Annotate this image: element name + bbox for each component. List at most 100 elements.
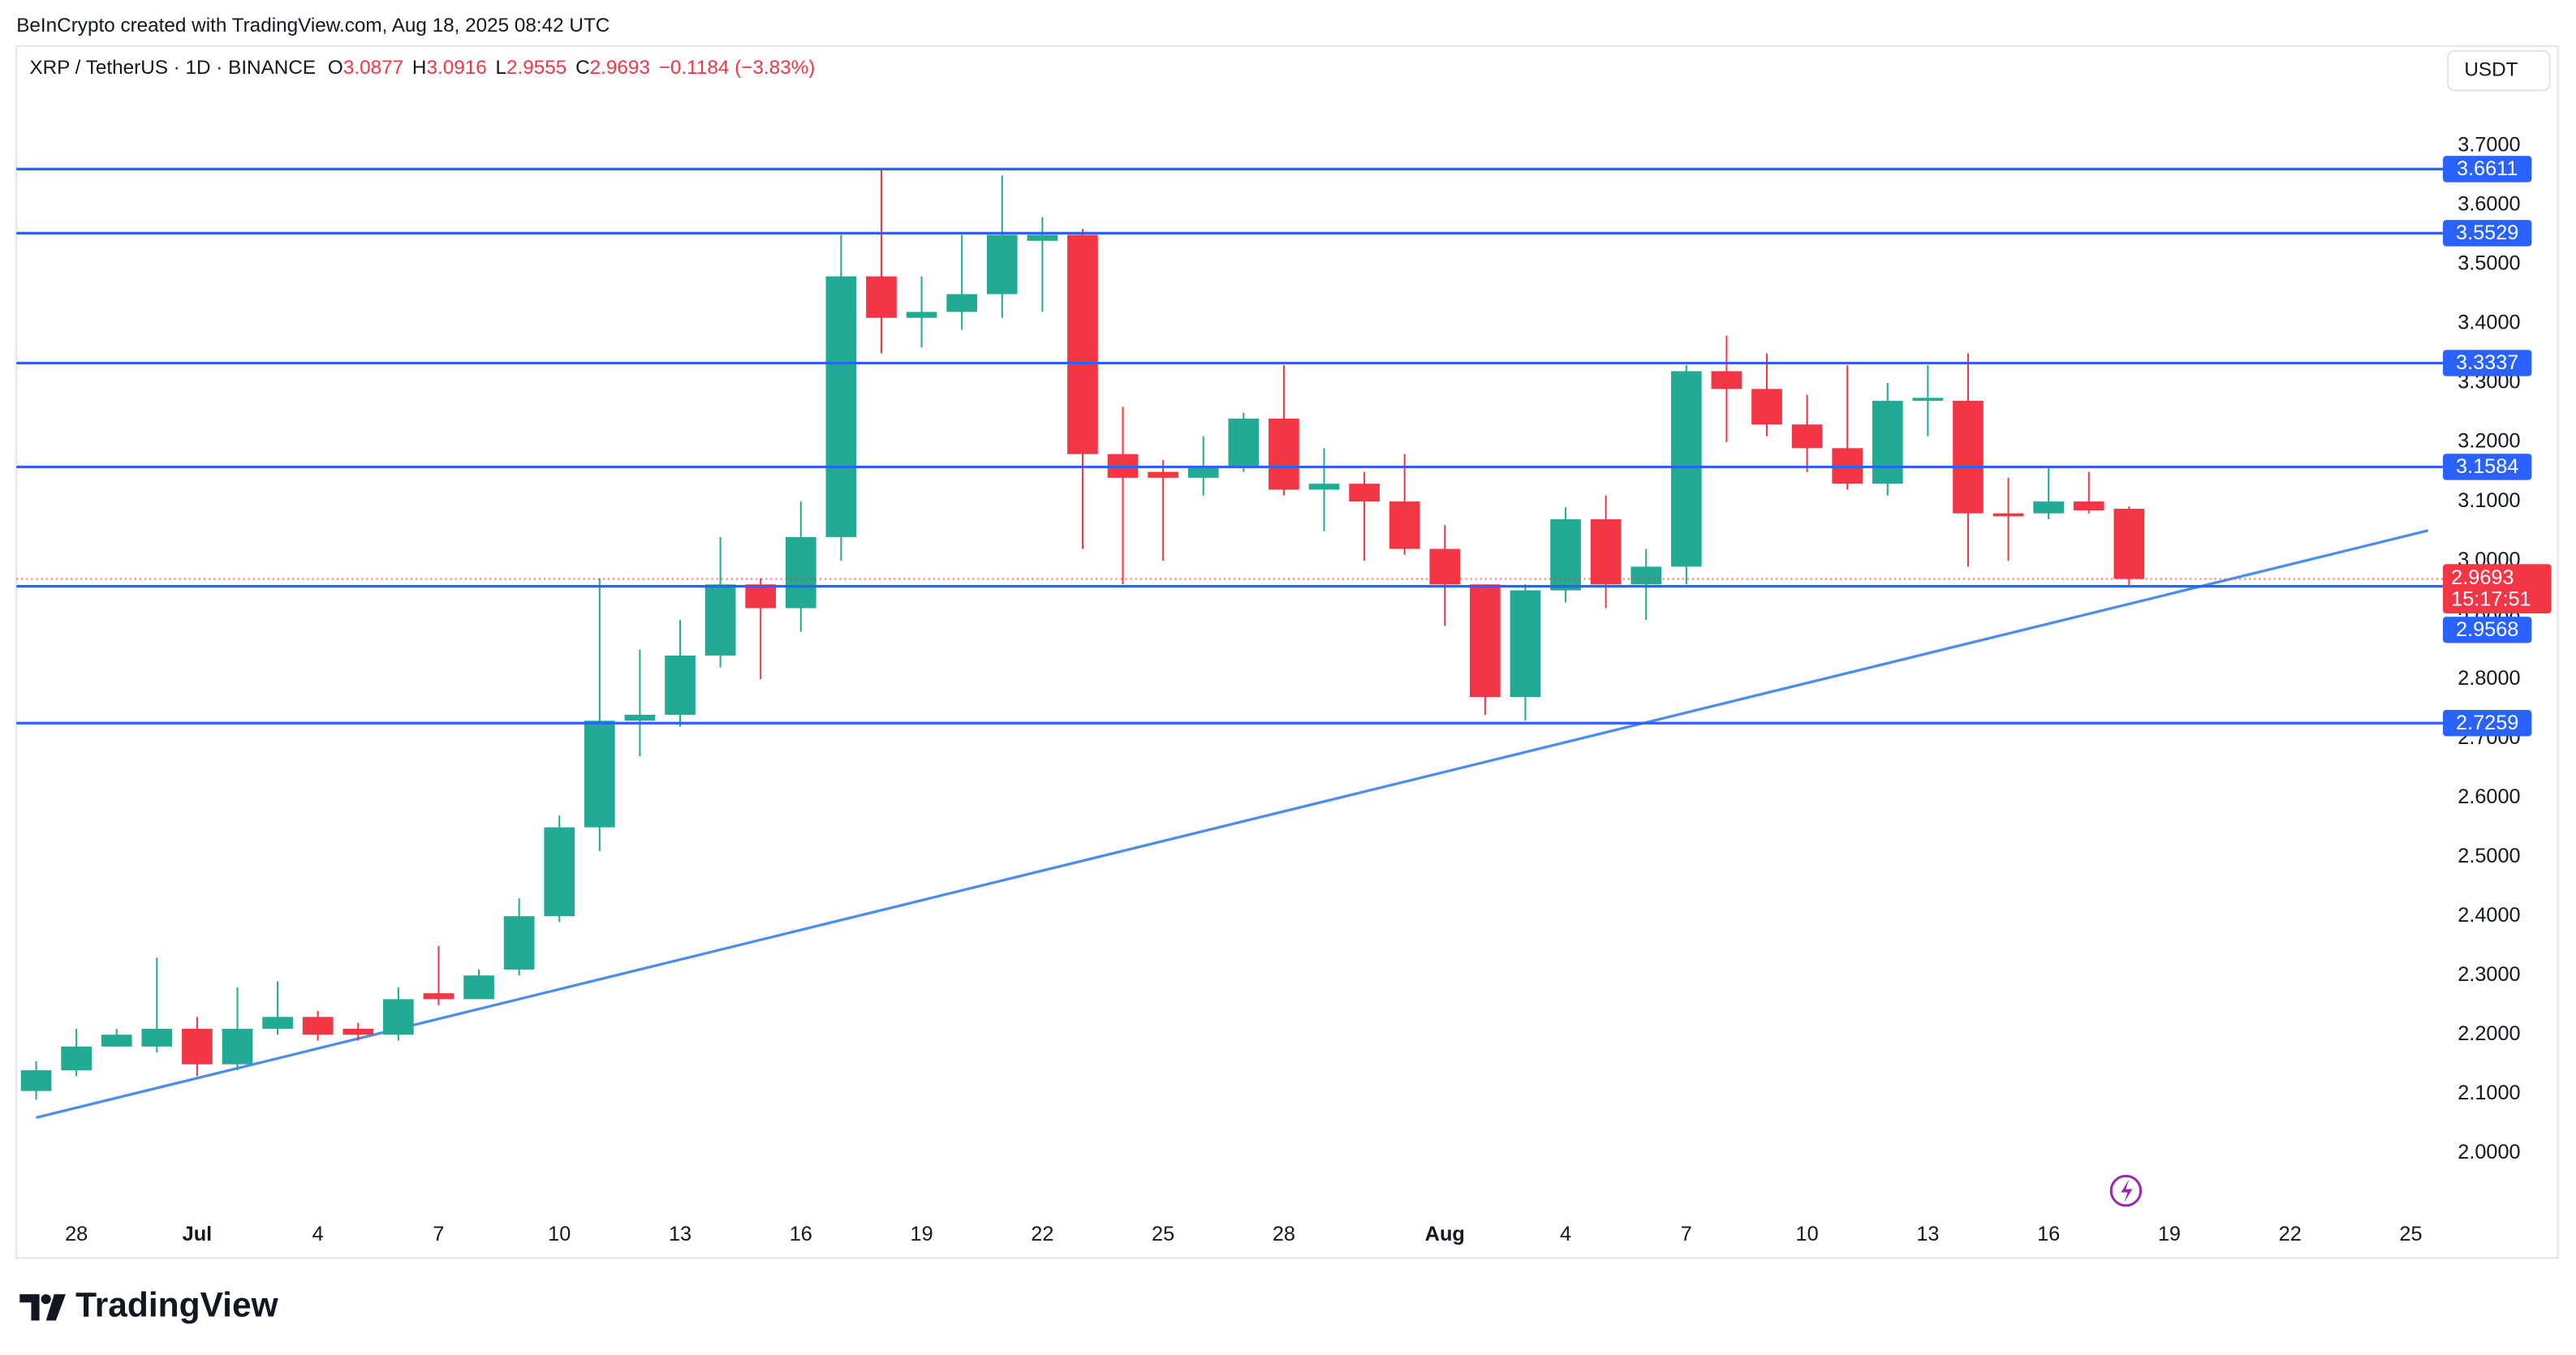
logo-mark	[19, 1294, 40, 1321]
y-tick-label: 3.5000	[2458, 252, 2520, 275]
close-label: C	[575, 57, 590, 79]
trendline	[36, 529, 2429, 1120]
level-label: 3.1584	[2456, 455, 2518, 478]
candle-body	[1429, 548, 1461, 585]
event-icon-bolt[interactable]	[2121, 1179, 2133, 1202]
candle-body	[1872, 400, 1903, 484]
candle-body	[866, 276, 897, 318]
currency[interactable]: USDT	[2464, 58, 2518, 80]
candle-body	[986, 234, 1018, 295]
x-tick-label: 7	[1681, 1223, 1692, 1245]
candle-body	[2113, 509, 2145, 579]
chart-frame	[15, 45, 2559, 1259]
legend: XRP / TetherUS · 1D · BINANCE O3.0877 H3…	[29, 57, 815, 79]
candle-body	[1470, 584, 1501, 698]
level-label: 3.3337	[2456, 351, 2518, 374]
y-tick-label: 3.1000	[2458, 489, 2520, 512]
high-value: 3.0916	[426, 57, 486, 79]
y-tick-label: 2.5000	[2458, 845, 2520, 867]
y-tick-label: 2.2000	[2458, 1022, 2520, 1045]
y-tick-label: 2.8000	[2458, 667, 2520, 690]
candle-body	[463, 975, 494, 1000]
x-tick-label: 22	[2279, 1223, 2302, 1245]
open-value: 3.0877	[343, 57, 403, 79]
candle-body	[1953, 400, 1984, 514]
x-tick-label: 10	[548, 1223, 571, 1245]
candle-body	[1027, 234, 1058, 241]
change: −0.1184	[659, 57, 730, 79]
level-label: 3.6611	[2457, 157, 2518, 180]
x-tick-label: Aug	[1425, 1223, 1465, 1245]
candle-body	[624, 714, 656, 721]
x-tick-label: 13	[1916, 1223, 1939, 1245]
y-tick-label: 3.4000	[2458, 312, 2520, 334]
y-tick-label: 2.4000	[2458, 904, 2520, 927]
countdown: 15:17:51	[2451, 588, 2531, 611]
level-label-box	[2443, 350, 2532, 376]
candle-body	[1067, 234, 1098, 454]
candle-body	[906, 312, 937, 318]
x-tick-label: 25	[2399, 1223, 2422, 1245]
y-tick-label: 3.7000	[2458, 134, 2520, 157]
x-tick-label: 16	[2037, 1223, 2060, 1245]
candle-body	[1711, 371, 1742, 389]
candle-body	[2073, 501, 2104, 511]
low-label: L	[496, 57, 507, 79]
x-tick-label: 16	[790, 1223, 812, 1245]
last-price-label: 2.9693	[2451, 566, 2514, 589]
candle-body	[1187, 466, 1219, 478]
level-label-box	[2443, 220, 2532, 247]
candle-body	[1228, 418, 1260, 467]
y-tick-label: 2.3000	[2458, 963, 2520, 986]
x-tick-label: 28	[1273, 1223, 1295, 1245]
event-icon[interactable]	[2109, 1174, 2143, 1207]
candle-body	[544, 827, 575, 917]
candle-body	[745, 584, 777, 609]
x-tick-label: 19	[911, 1223, 933, 1245]
level-label: 3.5529	[2456, 222, 2518, 244]
candle-body	[61, 1046, 92, 1071]
change-pct: (−3.83%)	[734, 57, 815, 79]
candle-body	[1630, 566, 1662, 585]
logo-mark	[41, 1294, 51, 1305]
symbol: XRP / TetherUS · 1D · BINANCE	[29, 57, 316, 79]
low-value: 2.9555	[506, 57, 566, 79]
y-tick-label: 2.1000	[2458, 1082, 2520, 1104]
candle-body	[1590, 518, 1622, 585]
candle-body	[262, 1017, 293, 1029]
candle-body	[1510, 590, 1541, 698]
candle-body	[302, 1017, 334, 1035]
candle-body	[1751, 389, 1782, 425]
logo: TradingView	[19, 1287, 279, 1325]
candle-body	[1912, 398, 1944, 401]
logo-mark	[45, 1294, 66, 1321]
candle-body	[342, 1028, 374, 1035]
x-tick-label: 10	[1796, 1223, 1819, 1245]
high-label: H	[412, 57, 427, 79]
level-label-box	[2443, 710, 2532, 737]
y-tick-label: 2.0000	[2458, 1141, 2520, 1164]
candle-body	[1308, 484, 1340, 490]
x-tick-label: 25	[1152, 1223, 1174, 1245]
candle-body	[1992, 513, 2024, 517]
level-label-box	[2443, 617, 2532, 643]
y-tick-label: 2.6000	[2458, 785, 2520, 808]
x-tick-label: Jul	[183, 1223, 213, 1245]
currency-button[interactable]	[2447, 49, 2551, 92]
candle-body	[182, 1028, 213, 1065]
candle-body	[665, 655, 696, 715]
candle-body	[1269, 418, 1299, 490]
x-tick-label: 28	[65, 1223, 88, 1245]
x-tick-label: 22	[1031, 1223, 1053, 1245]
level-label: 2.9568	[2456, 618, 2518, 641]
candle-body	[825, 276, 857, 537]
candle-body	[704, 584, 736, 656]
candle-body	[2033, 501, 2065, 514]
candle-body	[1791, 424, 1823, 449]
candle-body	[423, 993, 454, 1000]
candle-body	[1670, 371, 1702, 567]
x-tick-label: 19	[2158, 1223, 2181, 1245]
